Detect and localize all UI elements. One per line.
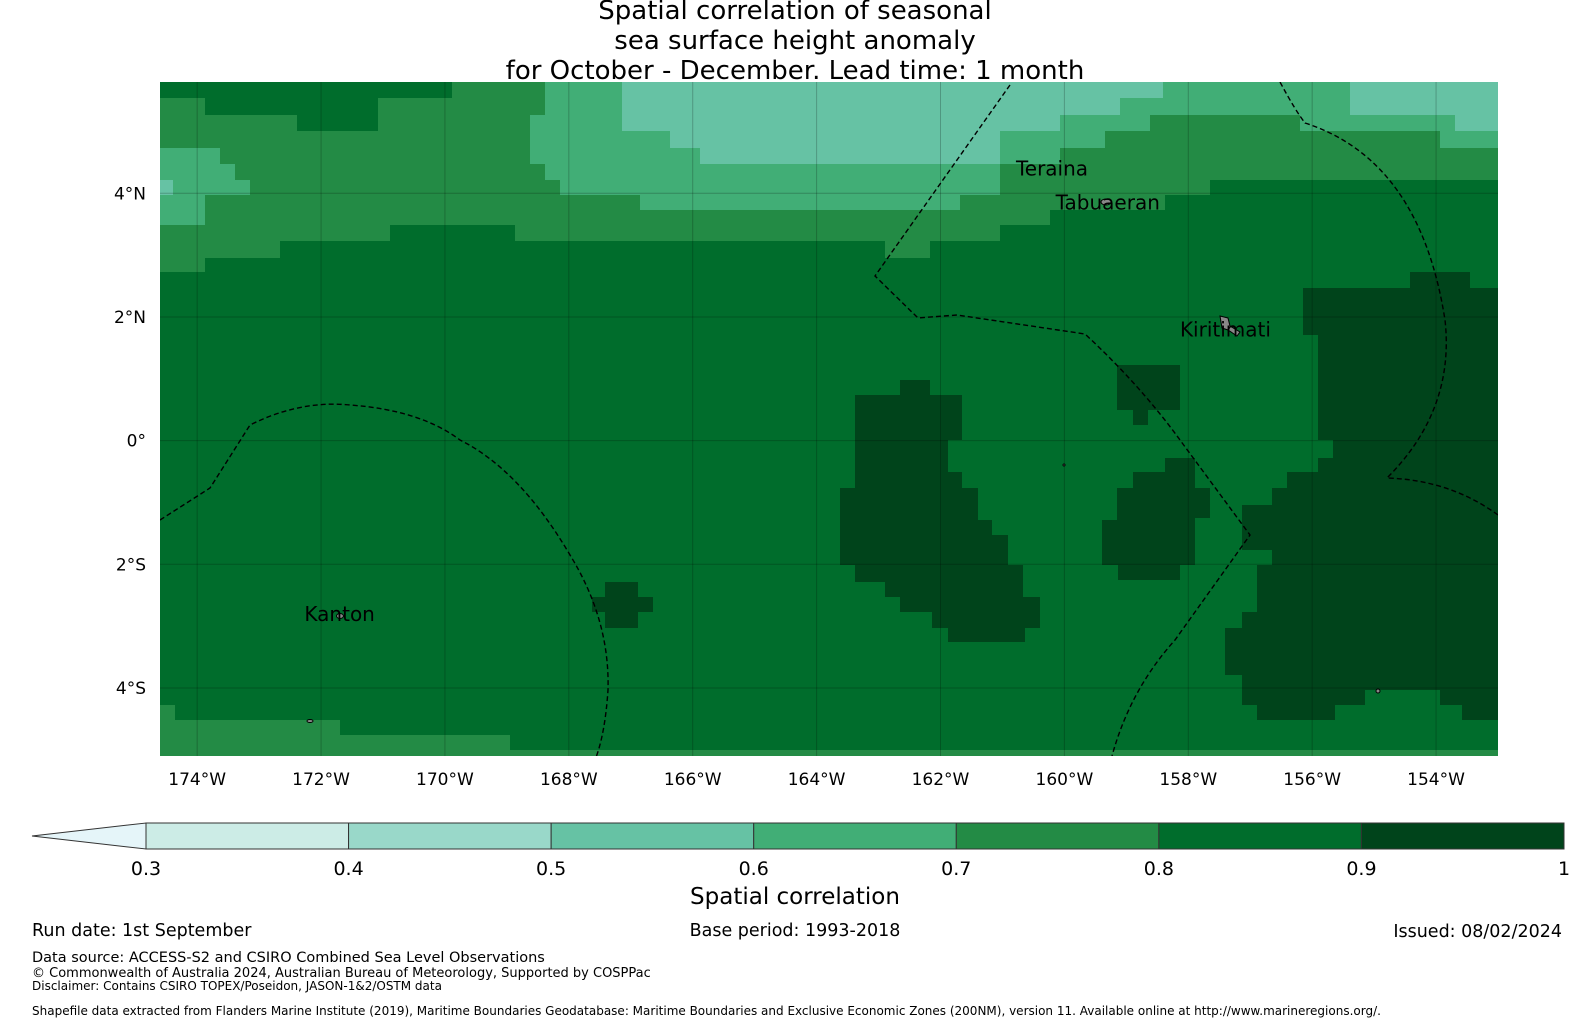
lon-tick-label: 168°W bbox=[540, 770, 598, 790]
copyright: © Commonwealth of Australia 2024, Austra… bbox=[32, 966, 651, 981]
island-outlines bbox=[306, 198, 1381, 723]
colorbar-segment bbox=[550, 822, 755, 850]
zone-0.5-0.6-north bbox=[622, 82, 1163, 164]
lon-tick-label: 166°W bbox=[664, 770, 722, 790]
base-period: Base period: 1993-2018 bbox=[689, 921, 901, 941]
zone-0.9-1.0-mid bbox=[1102, 458, 1210, 580]
zone-0.9-1.0-east-center bbox=[1117, 365, 1180, 425]
correlation-zones bbox=[160, 82, 1498, 756]
colorbar-title: Spatial correlation bbox=[690, 884, 900, 910]
island-small-3 bbox=[1062, 463, 1066, 467]
latitude-tick-labels: 4°N 2°N 0° 2°S 4°S bbox=[114, 184, 146, 699]
place-label: Kiritimati bbox=[1180, 317, 1271, 341]
lon-tick-label: 170°W bbox=[416, 770, 474, 790]
colorbar-segment bbox=[1360, 822, 1565, 850]
colorbar-tick-label: 1 bbox=[1558, 858, 1570, 880]
zone-0.8-0.9-northwest bbox=[160, 82, 452, 131]
chart-title: Spatial correlation of seasonal sea surf… bbox=[0, 0, 1590, 86]
colorbar-segment bbox=[1158, 822, 1362, 850]
island-small-2 bbox=[1375, 688, 1381, 694]
title-line-1: Spatial correlation of seasonal bbox=[598, 0, 992, 26]
place-label: Kanton bbox=[304, 602, 374, 626]
shapefile-credit: Shapefile data extracted from Flanders M… bbox=[32, 1004, 1381, 1018]
zone-0.7-0.8-south-left bbox=[160, 705, 510, 756]
colorbar-tick-labels: 0.3 0.4 0.5 0.6 0.7 0.8 0.9 1 bbox=[131, 858, 1570, 880]
disclaimer: Disclaimer: Contains CSIRO TOPEX/Poseido… bbox=[32, 979, 442, 993]
colorbar-segment bbox=[753, 822, 957, 850]
zone-0.9-1.0-east bbox=[1225, 272, 1498, 720]
colorbar-segments bbox=[31, 822, 1565, 850]
lon-tick-label: 154°W bbox=[1407, 770, 1465, 790]
lat-tick-label: 0° bbox=[127, 432, 146, 452]
eez-boundaries bbox=[160, 82, 1498, 756]
map-plot-area: Teraina Tabuaeran Kiritimati Kanton bbox=[160, 82, 1498, 756]
eez-kanton bbox=[160, 403, 609, 756]
colorbar-tick-label: 0.7 bbox=[941, 858, 971, 880]
island-kiritimati bbox=[1219, 315, 1241, 337]
lon-tick-label: 160°W bbox=[1036, 770, 1094, 790]
zone-0.6-0.7-west bbox=[160, 148, 250, 225]
colorbar-tick-label: 0.4 bbox=[333, 858, 363, 880]
zone-0.8-0.9-northeast-belt bbox=[1165, 180, 1498, 272]
zone-0.5-0.6-northeast bbox=[1350, 82, 1498, 131]
graticule bbox=[160, 82, 1498, 756]
place-label: Teraina bbox=[1015, 157, 1088, 181]
colorbar-tick-label: 0.9 bbox=[1346, 858, 1376, 880]
lon-tick-label: 164°W bbox=[788, 770, 846, 790]
lon-tick-label: 158°W bbox=[1159, 770, 1217, 790]
title-line-2: sea surface height anomaly bbox=[614, 26, 976, 56]
place-labels: Teraina Tabuaeran Kiritimati Kanton bbox=[304, 157, 1271, 626]
place-label: Tabuaeran bbox=[1055, 191, 1160, 215]
colorbar-segment bbox=[955, 822, 1160, 850]
data-source: Data source: ACCESS-S2 and CSIRO Combine… bbox=[32, 950, 545, 966]
colorbar: 0.3 0.4 0.5 0.6 0.7 0.8 0.9 1 bbox=[31, 822, 1570, 880]
colorbar-tick-label: 0.3 bbox=[131, 858, 161, 880]
colorbar-tick-label: 0.8 bbox=[1144, 858, 1174, 880]
island-tabuaeran bbox=[1100, 198, 1112, 206]
colorbar-tick-label: 0.5 bbox=[536, 858, 566, 880]
zone-0.5-0.6-west bbox=[160, 180, 173, 195]
eez-line-islands-north bbox=[874, 84, 1251, 756]
colorbar-segment bbox=[348, 822, 552, 850]
zone-0.9-1.0-central bbox=[840, 380, 1040, 642]
island-small-1 bbox=[306, 719, 314, 723]
longitude-tick-labels: 174°W 172°W 170°W 168°W 166°W 164°W 162°W 160°W… bbox=[168, 770, 1465, 790]
colorbar-tick-label: 0.6 bbox=[739, 858, 769, 880]
title-line-3: for October - December. Lead time: 1 mon… bbox=[505, 56, 1085, 86]
island-kanton bbox=[336, 613, 344, 619]
lon-tick-label: 174°W bbox=[168, 770, 226, 790]
issued-date: Issued: 08/02/2024 bbox=[1393, 922, 1562, 942]
zone-0.9-1.0-southwest bbox=[592, 582, 653, 628]
colorbar-extend-arrow bbox=[31, 822, 147, 850]
lon-tick-label: 162°W bbox=[912, 770, 970, 790]
lat-tick-label: 2°S bbox=[116, 555, 146, 575]
lat-tick-label: 4°S bbox=[116, 679, 146, 699]
lat-tick-label: 2°N bbox=[114, 308, 146, 328]
lon-tick-label: 172°W bbox=[292, 770, 350, 790]
run-date: Run date: 1st September bbox=[32, 921, 252, 941]
lon-tick-label: 156°W bbox=[1283, 770, 1341, 790]
colorbar-segment bbox=[145, 822, 350, 850]
eez-line-islands-east bbox=[1279, 82, 1498, 516]
lat-tick-label: 4°N bbox=[114, 184, 146, 204]
